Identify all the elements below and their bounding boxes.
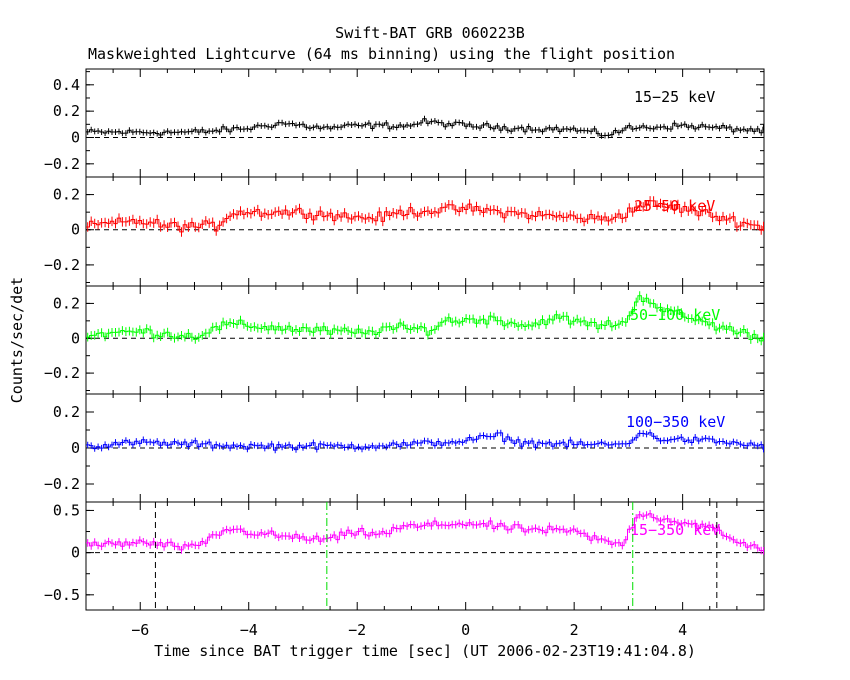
- panel-3: −0.2 0 0.2 50−100 keV: [44, 285, 765, 395]
- series-line: [86, 432, 764, 451]
- series-line: [86, 118, 764, 137]
- y-tick-label: −0.2: [44, 475, 80, 493]
- x-tick-label: −6: [131, 621, 149, 639]
- y-tick-label: 0.2: [53, 294, 80, 312]
- panel-frame: [85, 501, 765, 611]
- chart-subtitle: Maskweighted Lightcurve (64 ms binning) …: [88, 45, 675, 63]
- y-tick-label: 0.5: [53, 501, 80, 519]
- y-tick-label: −0.2: [44, 155, 80, 173]
- chart-title: Swift-BAT GRB 060223B: [335, 24, 525, 42]
- x-axis: −6 −4 −2 0 2 4: [131, 621, 687, 639]
- y-axis-label: Counts/sec/det: [8, 277, 26, 403]
- x-tick-label: −4: [240, 621, 258, 639]
- y-tick-label: 0: [71, 221, 80, 239]
- x-tick-label: 4: [678, 621, 687, 639]
- y-tick-label: 0.4: [53, 76, 80, 94]
- panel-4: −0.2 0 0.2 100−350 keV: [44, 393, 765, 503]
- x-axis-label: Time since BAT trigger time [sec] (UT 20…: [154, 642, 696, 660]
- y-tick-label: −0.5: [44, 586, 80, 604]
- series-line: [86, 200, 764, 233]
- series-line: [86, 295, 764, 342]
- y-tick-label: 0: [71, 439, 80, 457]
- y-tick-label: 0: [71, 329, 80, 347]
- series-label: 25−50 keV: [634, 197, 715, 215]
- series-label: 50−100 keV: [630, 306, 720, 324]
- panel-frame: [85, 176, 765, 287]
- y-tick-label: 0.2: [53, 186, 80, 204]
- panel-5: −0.5 0 0.5 15−350 keV: [44, 501, 765, 611]
- y-tick-label: 0.2: [53, 403, 80, 421]
- x-tick-label: 0: [461, 621, 470, 639]
- panels-group: −0.200.20.415−25 keV−0.200.225−50 keV−0.…: [44, 68, 765, 611]
- panel-frame: [85, 285, 765, 395]
- series-label: 100−350 keV: [626, 413, 725, 431]
- y-tick-label: 0.2: [53, 102, 80, 120]
- series-line: [86, 513, 764, 552]
- x-tick-label: −2: [348, 621, 366, 639]
- series-label: 15−25 keV: [634, 88, 715, 106]
- panel-1: −0.2 0 0.2 0.4 15−25 keV: [44, 68, 765, 178]
- y-tick-label: −0.2: [44, 364, 80, 382]
- series-label: 15−350 keV: [630, 521, 720, 539]
- y-tick-label: 0: [71, 544, 80, 562]
- y-tick-label: 0: [71, 128, 80, 146]
- x-tick-label: 2: [570, 621, 579, 639]
- panel-2: −0.2 0 0.2 25−50 keV: [44, 176, 765, 287]
- panel-frame: [85, 68, 765, 178]
- y-tick-label: −0.2: [44, 256, 80, 274]
